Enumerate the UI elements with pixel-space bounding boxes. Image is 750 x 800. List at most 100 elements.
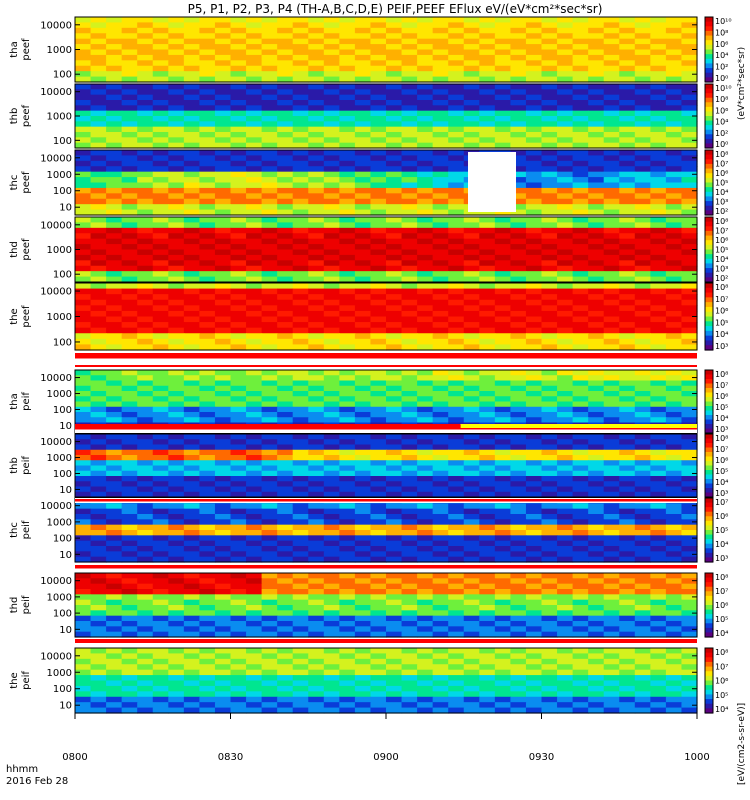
spectrogram-cell — [541, 182, 558, 189]
spectrogram-cell — [168, 546, 185, 552]
spectrogram-cell — [277, 540, 294, 547]
spectrogram-cell — [137, 60, 154, 67]
spectrogram-cell — [634, 137, 651, 144]
spectrogram-cell — [665, 658, 683, 665]
spectrogram-cell — [479, 599, 496, 606]
spectrogram-cell — [292, 33, 309, 40]
spectrogram-cell — [152, 439, 169, 446]
spectrogram-cell — [199, 100, 216, 106]
colorbar-segment — [705, 345, 713, 349]
spectrogram-cell — [463, 316, 480, 323]
spectrogram-cell — [665, 132, 683, 138]
spectrogram-cell — [401, 276, 418, 283]
spectrogram-cell — [681, 385, 698, 392]
spectrogram-cell — [619, 669, 636, 676]
spectrogram-cell — [323, 150, 340, 157]
spectrogram-cell — [121, 94, 138, 101]
spectrogram-cell — [323, 535, 340, 542]
spectrogram-cell — [463, 22, 480, 29]
spectrogram-cell — [634, 276, 651, 283]
spectrogram-cell — [121, 344, 138, 351]
spectrogram-cell — [230, 375, 247, 382]
spectrogram-cell — [90, 327, 107, 334]
spectrogram-cell — [634, 126, 651, 133]
spectrogram-cell — [230, 310, 247, 318]
spectrogram-cell — [246, 455, 263, 461]
spectrogram-cell — [75, 288, 92, 295]
spectrogram-cell — [557, 594, 574, 601]
spectrogram-cell — [479, 546, 496, 552]
spectrogram-cell — [370, 327, 387, 334]
spectrogram-cell — [183, 137, 200, 144]
spectrogram-cell — [75, 599, 92, 606]
spectrogram-cell — [541, 491, 558, 498]
spectrogram-cell — [463, 476, 480, 482]
spectrogram-cell — [214, 244, 232, 251]
spectrogram-cell — [90, 658, 107, 665]
colorbar-segment — [705, 287, 713, 291]
spectrogram-cell — [261, 338, 278, 346]
spectrogram-cell — [168, 33, 185, 40]
colorbar-tick-label: 10³ — [715, 265, 728, 274]
spectrogram-cell — [75, 316, 92, 323]
spectrogram-cell — [277, 658, 294, 665]
spectrogram-cell — [323, 276, 340, 283]
spectrogram-cell — [634, 233, 651, 240]
spectrogram-cell — [494, 508, 511, 515]
spectrogram-cell — [90, 412, 107, 418]
spectrogram-cell — [479, 594, 496, 601]
spectrogram-cell — [106, 193, 123, 200]
spectrogram-cell — [634, 491, 651, 498]
spectrogram-cell — [557, 54, 574, 61]
spectrogram-cell — [494, 551, 511, 558]
spectrogram-cell — [106, 310, 123, 318]
spectrogram-cell — [494, 481, 511, 488]
spectrogram-cell — [168, 486, 185, 493]
spectrogram-cell — [417, 171, 434, 178]
spectrogram-cell — [619, 556, 636, 563]
spectrogram-cell — [401, 589, 418, 595]
spectrogram-cell — [432, 406, 449, 413]
spectrogram-cell — [603, 524, 620, 531]
spectrogram-cell — [650, 524, 667, 531]
spectrogram-cell — [121, 444, 138, 451]
spectrogram-cell — [541, 508, 558, 515]
spectrogram-cell — [137, 578, 154, 585]
spectrogram-cell — [199, 187, 216, 194]
spectrogram-cell — [634, 254, 651, 261]
spectrogram-cell — [106, 166, 123, 173]
spectrogram-cell — [619, 249, 636, 256]
spectrogram-cell — [665, 621, 683, 627]
spectrogram-cell — [386, 166, 403, 173]
spectrogram-cell — [448, 160, 465, 167]
spectrogram-cell — [401, 380, 418, 387]
spectrogram-cell — [121, 105, 138, 112]
spectrogram-cell — [432, 227, 449, 234]
spectrogram-cell — [261, 327, 278, 334]
spectrogram-cell — [168, 370, 185, 376]
spectrogram-cell — [525, 249, 543, 256]
spectrogram-cell — [650, 187, 667, 194]
spectrogram-cell — [277, 121, 294, 128]
spectrogram-cell — [199, 412, 216, 418]
spectrogram-cell — [572, 338, 589, 346]
spectrogram-cell — [432, 209, 449, 216]
colorbar-segment — [705, 326, 713, 330]
spectrogram-cell — [121, 33, 138, 40]
spectrogram-cell — [557, 283, 574, 290]
spectrogram-cell — [463, 653, 480, 660]
colorbar-segment — [705, 525, 713, 529]
spectrogram-cell — [557, 546, 574, 552]
spectrogram-cell — [370, 370, 387, 376]
spectrogram-cell — [386, 65, 403, 72]
spectrogram-cell — [432, 449, 449, 456]
spectrogram-cell — [588, 519, 605, 526]
spectrogram-cell — [106, 217, 123, 224]
spectrogram-cell — [339, 27, 356, 34]
spectrogram-cell — [137, 412, 154, 418]
spectrogram-cell — [603, 664, 620, 671]
spectrogram-cell — [681, 132, 698, 138]
spectrogram-cell — [479, 60, 496, 67]
spectrogram-cell — [230, 238, 247, 245]
spectrogram-cell — [370, 621, 387, 627]
